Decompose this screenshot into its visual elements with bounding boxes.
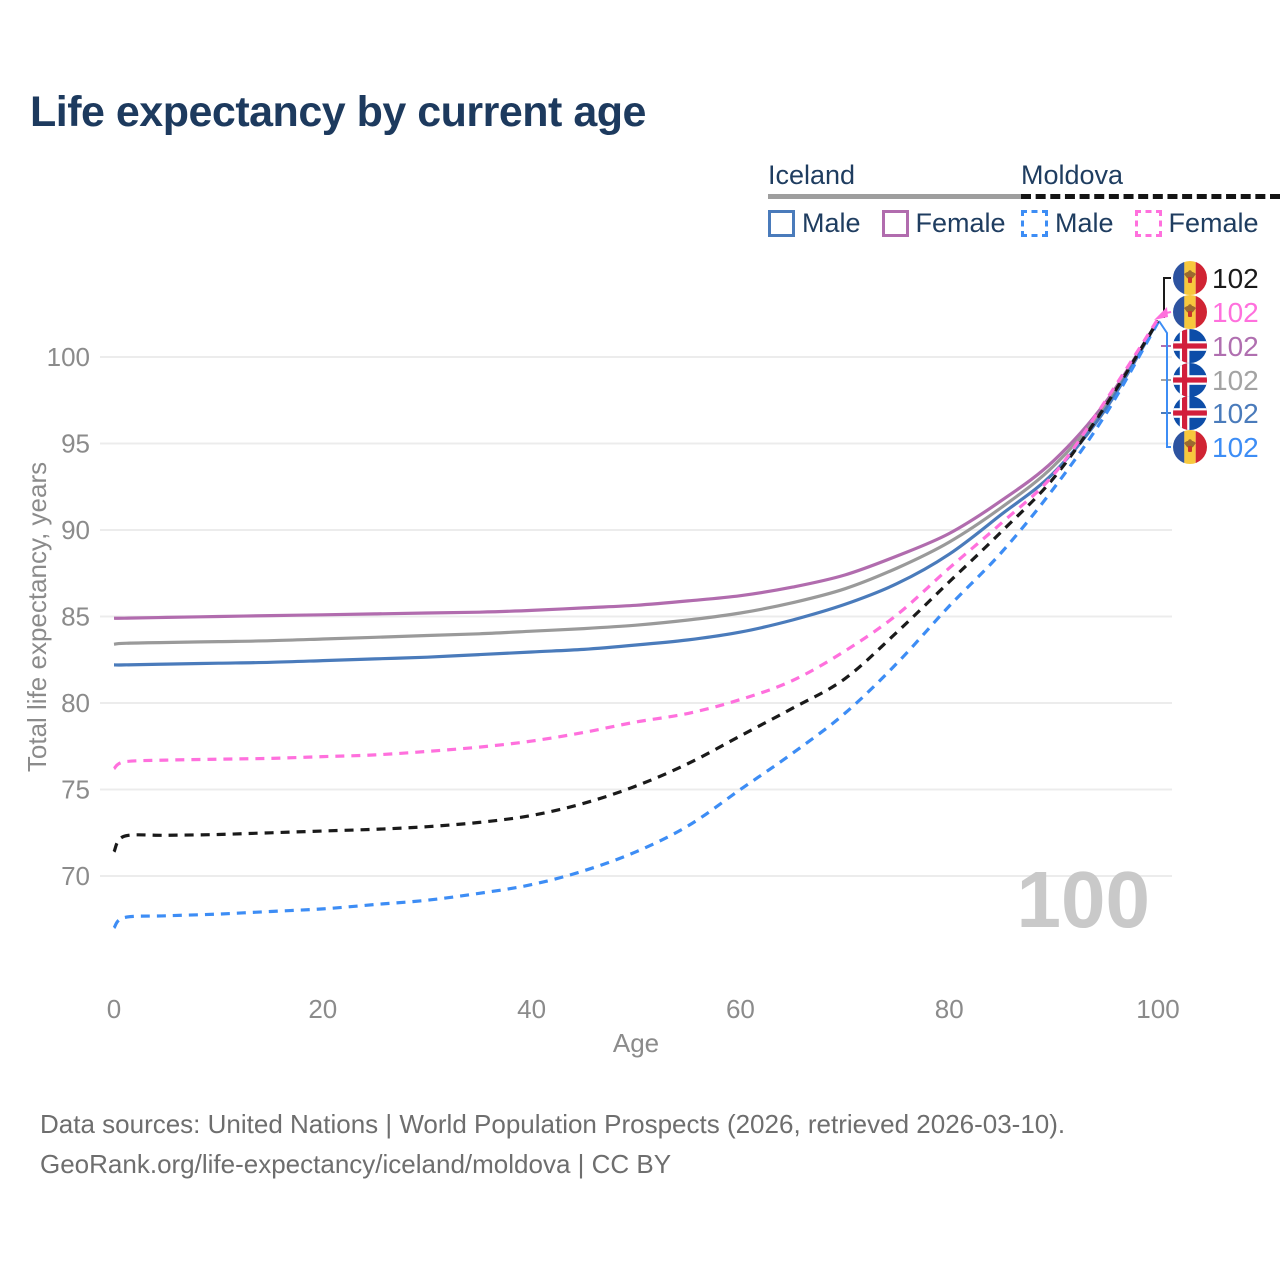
end-value-label-iceland-female: 102 — [1212, 331, 1259, 362]
moldova-female-swatch[interactable] — [1134, 210, 1162, 237]
footer-url-line: GeoRank.org/life-expectancy/iceland/mold… — [40, 1149, 672, 1179]
legend-country-label-iceland: Iceland — [768, 160, 856, 190]
footer-sources-line: Data sources: United Nations | World Pop… — [40, 1109, 1066, 1139]
leader-arrow-moldova-female — [1154, 307, 1168, 320]
iceland-female-swatch[interactable] — [881, 210, 909, 237]
series-line-moldova-male — [112, 321, 1160, 930]
series-line-iceland-male — [113, 319, 1160, 667]
iceland-flag-icon — [1173, 396, 1207, 430]
iceland-male-swatch[interactable] — [768, 210, 795, 237]
moldova-flag-icon — [1173, 261, 1207, 295]
iceland-flag-icon — [1173, 329, 1207, 363]
moldova-male-label: Male — [1055, 208, 1114, 238]
x-axis-title: Age — [613, 1028, 659, 1058]
moldova-flag-icon — [1173, 430, 1207, 464]
page-title: Life expectancy by current age — [30, 88, 646, 136]
y-tick-label: 70 — [61, 861, 90, 891]
iceland-female-label: Female — [915, 208, 1006, 238]
legend-group-iceland: Iceland Male Female — [768, 160, 1027, 239]
iceland-flag-icon — [1173, 363, 1207, 397]
series-line-moldova-female — [112, 318, 1160, 771]
moldova-line-swatch — [1021, 194, 1280, 199]
y-tick-label: 85 — [61, 602, 90, 632]
y-axis-title: Total life expectancy, years — [22, 462, 52, 772]
iceland-male-label: Male — [802, 208, 861, 238]
age-max-watermark: 100 — [1016, 855, 1150, 944]
end-value-label-iceland-total: 102 — [1212, 365, 1259, 396]
x-tick-label: 0 — [107, 994, 121, 1024]
x-tick-label: 60 — [726, 994, 755, 1024]
leader-moldova-male — [1158, 320, 1171, 448]
moldova-flag-icon — [1173, 295, 1207, 329]
moldova-female-label: Female — [1168, 208, 1259, 238]
legend-group-moldova: Moldova Male Female — [1021, 160, 1280, 239]
legend-country-label-moldova: Moldova — [1021, 160, 1124, 190]
x-tick-label: 40 — [517, 994, 546, 1024]
x-tick-label: 100 — [1136, 994, 1179, 1024]
y-tick-label: 90 — [61, 515, 90, 545]
moldova-male-swatch[interactable] — [1021, 210, 1048, 237]
end-value-label-iceland-male: 102 — [1212, 398, 1259, 429]
series-line-iceland-total — [113, 319, 1160, 646]
series-line-moldova-total — [112, 319, 1160, 853]
footer: Data sources: United Nations | World Pop… — [40, 1104, 1065, 1184]
x-tick-label: 20 — [308, 994, 337, 1024]
iceland-line-swatch — [768, 194, 1027, 199]
series-line-iceland-female — [113, 319, 1160, 620]
y-tick-label: 80 — [61, 688, 90, 718]
y-tick-label: 100 — [47, 342, 90, 372]
x-tick-label: 80 — [935, 994, 964, 1024]
y-tick-label: 75 — [61, 775, 90, 805]
end-value-label-moldova-male: 102 — [1212, 432, 1259, 463]
end-value-label-moldova-female: 102 — [1212, 297, 1259, 328]
end-value-label-moldova-total: 102 — [1212, 263, 1259, 294]
y-tick-label: 95 — [61, 429, 90, 459]
